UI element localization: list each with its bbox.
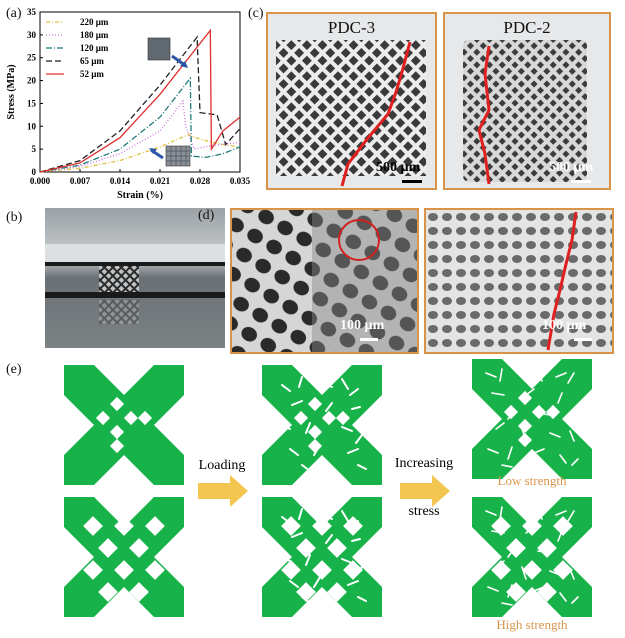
chart-axes: 0.000 0.007 0.014 0.021 0.028 0.035 0 5 10 15 20 25…	[6, 7, 251, 201]
sem-right-scale-text: 100 µm	[542, 318, 587, 333]
sem-left-scale-text: 100 µm	[340, 318, 385, 333]
y-tick-label: 5	[32, 144, 37, 154]
chart-frame	[39, 11, 241, 173]
grain-highlight-circle	[338, 219, 380, 261]
loading-label: Loading	[199, 458, 246, 473]
compression-test-photo	[45, 208, 225, 348]
chart-series-layer	[39, 28, 241, 173]
y-axis-label: Stress (MPa)	[6, 64, 17, 119]
y-tick-label: 0	[32, 167, 37, 177]
x-tick-label: 0.021	[150, 176, 171, 186]
x-tick-label: 0.014	[110, 176, 131, 186]
lattice-fine-loading	[262, 497, 382, 617]
stress-strain-chart: 0.000 0.007 0.014 0.021 0.028 0.035 0 5 10 15 20 25…	[6, 7, 251, 201]
legend-entry-3: 65 µm	[80, 56, 104, 66]
pdc2-scale-text: 500 µm	[549, 160, 594, 175]
stress-label: stress	[408, 504, 439, 519]
legend-entry-4: 52 µm	[80, 69, 104, 79]
legend-entry-2: 120 µm	[80, 43, 109, 53]
x-tick-label: 0.000	[30, 176, 51, 186]
panel-label-b: (b)	[6, 210, 23, 225]
x-tick-label: 0.035	[230, 176, 251, 186]
high-strength-label: High strength	[496, 617, 568, 632]
x-tick-label: 0.007	[70, 176, 91, 186]
stress-arrow	[400, 475, 450, 507]
y-tick-label: 25	[27, 53, 37, 63]
low-strength-label: Low strength	[498, 473, 567, 488]
pdc3-title: PDC-3	[327, 18, 376, 37]
sem-left-photo: 100 µm	[230, 208, 419, 354]
chart-legend: 220 µm 180 µm 120 µm 65 µm 52 µm	[46, 17, 109, 79]
x-tick-label: 0.028	[190, 176, 211, 186]
y-tick-label: 30	[27, 30, 37, 40]
panel-label-e: (e)	[6, 362, 22, 377]
lattice-specimen	[99, 266, 139, 292]
x-axis-label: Strain (%)	[117, 190, 163, 201]
loading-arrow	[198, 475, 248, 507]
lattice-coarse-intact	[64, 365, 184, 485]
y-tick-label: 20	[27, 76, 37, 86]
sem-right-photo: 100 µm	[424, 208, 614, 354]
pdc3-scale-text: 500 µm	[376, 160, 421, 175]
crack-line-pdc2	[477, 45, 491, 185]
lattice-coarse-loading	[262, 365, 382, 485]
failure-schematic: Loading Increasing stress Low strength H…	[64, 359, 592, 632]
pdc2-title: PDC-2	[503, 18, 551, 37]
lattice-fine-intact	[64, 497, 184, 617]
series-line-0	[39, 133, 241, 173]
series-line-1	[39, 99, 241, 173]
sem-left-scale-bar	[360, 338, 378, 341]
crack-line-sem	[546, 211, 578, 351]
y-tick-label: 10	[27, 121, 37, 131]
lattice-fine-failed	[472, 497, 592, 617]
pdc3-photo: PDC-3 500 µm	[266, 12, 437, 190]
inset-solid-cube	[147, 37, 171, 61]
legend-entry-1: 180 µm	[80, 30, 109, 40]
series-line-4	[39, 28, 241, 173]
legend-entry-0: 220 µm	[80, 17, 109, 27]
sem-right-scale-bar	[574, 338, 592, 341]
y-tick-label: 15	[27, 98, 37, 108]
increasing-label: Increasing	[395, 456, 453, 471]
crack-line-pdc3	[340, 41, 412, 187]
series-line-3	[39, 35, 241, 173]
inset-lattice-cube	[165, 145, 191, 167]
pdc2-photo: PDC-2 500 µm	[443, 12, 611, 190]
panel-label-d: (d)	[198, 208, 215, 223]
panel-label-a: (a)	[6, 6, 22, 21]
y-tick-label: 35	[27, 7, 37, 17]
lattice-coarse-failed	[472, 359, 592, 479]
pdc2-scale-bar	[571, 180, 591, 183]
panel-label-c: (c)	[248, 6, 264, 21]
series-line-2	[39, 76, 241, 173]
pdc3-scale-bar	[402, 180, 422, 183]
